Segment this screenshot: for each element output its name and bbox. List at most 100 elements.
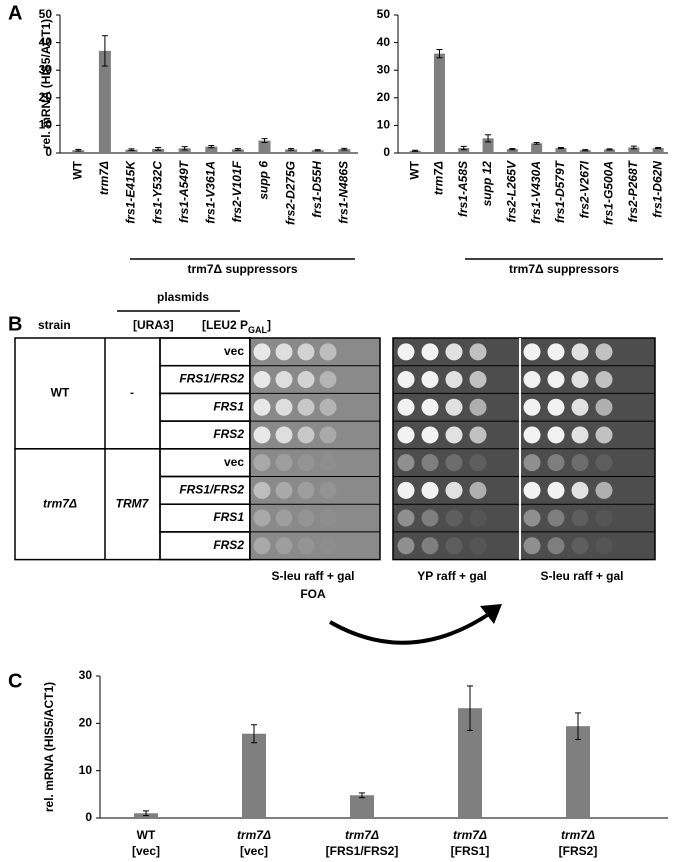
colony-spot <box>297 454 315 472</box>
x-tick-label: WT <box>70 160 84 179</box>
leu2-header: [LEU2 PGAL] <box>202 318 271 335</box>
colony-spot <box>253 398 271 416</box>
colony-spot <box>469 481 487 499</box>
colony-spot <box>421 343 439 361</box>
bar <box>311 150 324 153</box>
y-tick-label: 0 <box>383 145 390 159</box>
plasmid-label: FRS1/FRS2 <box>179 483 244 497</box>
colony-spot <box>523 481 541 499</box>
colony-spot <box>397 537 415 555</box>
colony-spot <box>469 509 487 527</box>
colony-spot <box>297 426 315 444</box>
colony-spot <box>595 343 613 361</box>
colony-spot <box>571 343 589 361</box>
y-tick-label: 20 <box>39 90 53 104</box>
x-tick-label: frs1-E415K <box>124 160 138 224</box>
colony-spot <box>595 537 613 555</box>
bar <box>482 138 494 153</box>
x-tick-sublabel: [FRS1/FRS2] <box>326 844 399 858</box>
colony-spot <box>523 454 541 472</box>
x-tick-label: supp 6 <box>257 161 271 200</box>
bar <box>458 148 470 153</box>
colony-spot <box>469 454 487 472</box>
colony-spot <box>297 343 315 361</box>
colony-spot <box>319 371 337 389</box>
colony-spot <box>595 371 613 389</box>
colony-spot <box>275 426 293 444</box>
x-tick-label: frs1-V430A <box>529 161 543 224</box>
colony-spot <box>421 537 439 555</box>
colony-spot <box>469 343 487 361</box>
colony-spot <box>571 537 589 555</box>
colony-spot <box>397 509 415 527</box>
x-tick-label: frs1-N486S <box>336 161 350 224</box>
plasmid-label: FRS2 <box>213 427 244 441</box>
colony-spot <box>421 481 439 499</box>
colony-spot <box>253 343 271 361</box>
leu2-sub: GAL <box>248 325 268 335</box>
panel-label: B <box>8 313 22 335</box>
x-tick-label: trm7Δ <box>432 161 446 195</box>
x-tick-label: frs2-L265V <box>505 160 519 222</box>
colony-spot <box>445 426 463 444</box>
colony-spot <box>421 509 439 527</box>
panel-label: A <box>8 2 22 24</box>
colony-spot <box>319 481 337 499</box>
y-tick-label: 30 <box>377 62 391 76</box>
colony-spot <box>469 398 487 416</box>
colony-spot <box>445 343 463 361</box>
strain-cell: trm7Δ <box>43 496 77 510</box>
bar <box>205 146 218 153</box>
colony-spot <box>319 537 337 555</box>
colony-spot <box>445 454 463 472</box>
bar <box>566 726 590 818</box>
x-tick-sublabel: [FRS1] <box>451 844 490 858</box>
colony-spot <box>275 537 293 555</box>
colony-spot <box>547 509 565 527</box>
colony-spot <box>547 481 565 499</box>
colony-spot <box>397 343 415 361</box>
plasmid-label: FRS2 <box>213 538 244 552</box>
colony-spot <box>297 481 315 499</box>
x-tick-label: frs1-D55H <box>310 161 324 218</box>
plate-sublabel: FOA <box>300 587 326 601</box>
x-tick-label: supp 12 <box>480 161 494 207</box>
plasmid-label: vec <box>224 344 244 358</box>
colony-spot <box>253 537 271 555</box>
x-tick-label: trm7Δ <box>345 828 379 842</box>
colony-spot <box>253 481 271 499</box>
colony-spot <box>297 398 315 416</box>
colony-spot <box>595 398 613 416</box>
colony-spot <box>253 509 271 527</box>
bar <box>555 148 567 153</box>
x-tick-label: trm7Δ <box>453 828 487 842</box>
x-tick-label: frs1-Y532C <box>150 161 164 224</box>
colony-spot <box>547 454 565 472</box>
colony-spot <box>319 398 337 416</box>
y-axis-label: rel. mRNA (HIS5/ACT1) <box>42 682 56 812</box>
colony-spot <box>547 371 565 389</box>
colony-spot <box>275 481 293 499</box>
y-tick-label: 20 <box>377 90 391 104</box>
colony-spot <box>397 426 415 444</box>
leu2-end: ] <box>267 318 271 332</box>
bar <box>604 149 616 153</box>
x-tick-label: trm7Δ <box>97 161 111 195</box>
bar <box>72 150 85 153</box>
bar <box>350 795 374 818</box>
x-tick-sublabel: [FRS2] <box>559 844 598 858</box>
colony-spot <box>571 509 589 527</box>
colony-spot <box>469 371 487 389</box>
colony-spot <box>275 398 293 416</box>
x-tick-label: frs1-D62N <box>650 161 664 218</box>
bar <box>433 53 445 153</box>
bar <box>652 148 664 153</box>
ura3-cell: - <box>130 386 134 400</box>
plate-label: S-leu raff + gal <box>271 569 354 583</box>
colony-spot <box>297 537 315 555</box>
x-tick-label: frs1-A58S <box>456 161 470 217</box>
colony-spot <box>319 509 337 527</box>
colony-spot <box>397 481 415 499</box>
colony-spot <box>275 509 293 527</box>
y-tick-label: 10 <box>79 763 93 777</box>
